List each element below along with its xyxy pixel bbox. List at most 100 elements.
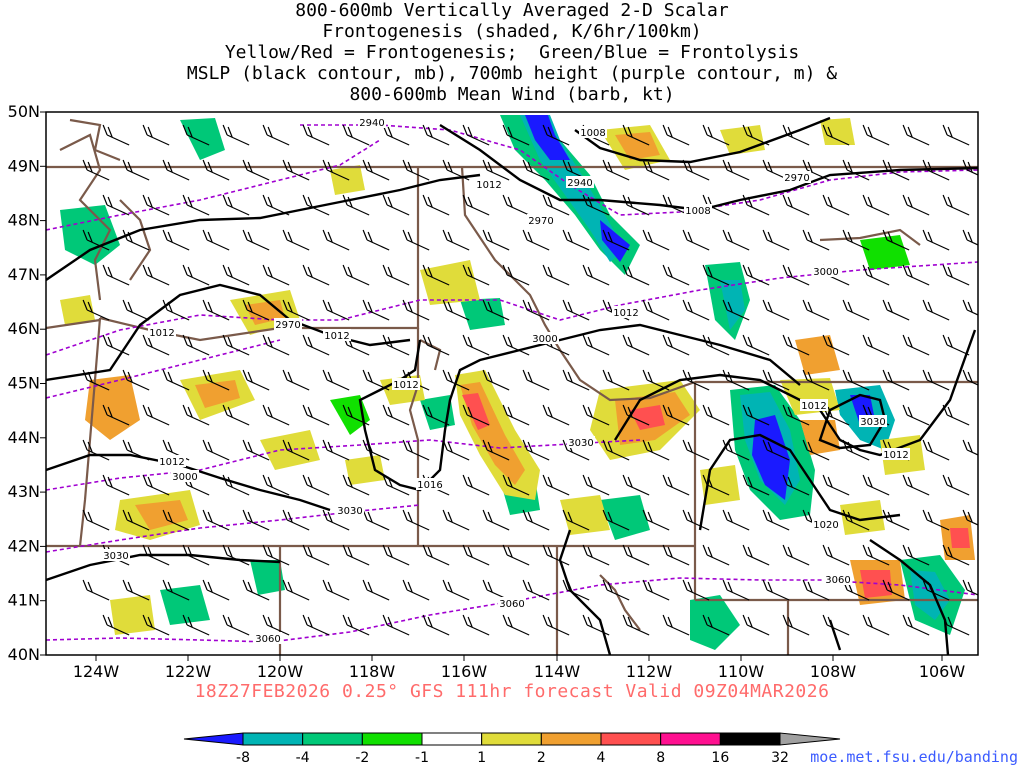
wind-barb bbox=[742, 544, 770, 566]
colorbar-label: -8 bbox=[236, 750, 250, 766]
wind-barb bbox=[342, 544, 370, 566]
wind-barb bbox=[522, 299, 550, 321]
wind-barb bbox=[162, 159, 190, 181]
wind-barb bbox=[822, 124, 850, 146]
lat-label: 43N bbox=[8, 482, 40, 501]
wind-barb bbox=[502, 474, 530, 496]
wind-barb bbox=[722, 369, 750, 391]
wind-barb bbox=[822, 194, 850, 216]
wind-barb bbox=[662, 474, 690, 496]
wind-barb bbox=[122, 299, 150, 321]
wind-barb bbox=[202, 229, 230, 251]
credit-link[interactable]: moe.met.fsu.edu/banding bbox=[810, 748, 1018, 766]
wind-barb bbox=[842, 229, 870, 251]
pressure-label: 1012 bbox=[613, 308, 638, 319]
wind-barb bbox=[922, 229, 950, 251]
wind-barb bbox=[422, 404, 450, 426]
wind-barb bbox=[222, 264, 250, 286]
lat-label: 44N bbox=[8, 428, 40, 447]
wind-barb bbox=[242, 579, 270, 601]
pressure-label: 1012 bbox=[476, 180, 501, 191]
wind-barb bbox=[322, 369, 350, 391]
wind-barb bbox=[542, 404, 570, 426]
wind-barb bbox=[242, 159, 270, 181]
wind-barb bbox=[882, 369, 910, 391]
wind-barb bbox=[202, 579, 230, 601]
wind-barb bbox=[702, 474, 730, 496]
colorbar-label: -1 bbox=[415, 750, 429, 766]
wind-barb bbox=[662, 404, 690, 426]
wind-barb bbox=[782, 404, 810, 426]
wind-barb bbox=[582, 614, 610, 636]
lat-label: 40N bbox=[8, 645, 40, 664]
wind-barb bbox=[442, 509, 470, 531]
lon-label: 108W bbox=[810, 662, 857, 681]
wind-barb bbox=[902, 544, 930, 566]
wind-barb bbox=[282, 509, 310, 531]
wind-barb bbox=[202, 439, 230, 461]
wind-barb bbox=[422, 334, 450, 356]
pressure-contours bbox=[46, 116, 978, 655]
wind-barb bbox=[782, 614, 810, 636]
height-label: 3060 bbox=[255, 634, 280, 645]
wind-barb bbox=[242, 299, 270, 321]
wind-barb bbox=[922, 439, 950, 461]
wind-barb bbox=[882, 579, 910, 601]
wind-barb bbox=[442, 369, 470, 391]
wind-barb bbox=[802, 439, 830, 461]
wind-barb bbox=[142, 614, 170, 636]
wind-barb bbox=[682, 299, 710, 321]
wind-barb bbox=[842, 159, 870, 181]
wind-barb bbox=[122, 439, 150, 461]
wind-barb bbox=[602, 509, 630, 531]
wind-barb bbox=[502, 124, 530, 146]
wind-barb bbox=[282, 369, 310, 391]
height-label: 3000 bbox=[532, 334, 557, 345]
colorbar-segment bbox=[421, 732, 483, 746]
height-label: 2940 bbox=[567, 178, 592, 189]
wind-barb bbox=[842, 439, 870, 461]
pressure-label: 1008 bbox=[580, 128, 605, 139]
wind-barb bbox=[862, 124, 890, 146]
wind-barb bbox=[182, 614, 210, 636]
wind-barb bbox=[282, 579, 310, 601]
wind-barb bbox=[983, 545, 1009, 565]
wind-barb bbox=[222, 614, 250, 636]
latitude-labels: 50N 49N 48N 47N 46N 45N 44N 43N 42N 41N 40N bbox=[8, 102, 40, 664]
wind-barb bbox=[142, 404, 170, 426]
wind-barb bbox=[662, 264, 690, 286]
pressure-label: 1020 bbox=[813, 520, 838, 531]
pressure-label: 1012 bbox=[393, 380, 418, 391]
wind-barb bbox=[462, 544, 490, 566]
wind-barb bbox=[82, 229, 110, 251]
wind-barb bbox=[482, 229, 510, 251]
height-label: 3030 bbox=[337, 506, 362, 517]
wind-barb bbox=[962, 299, 978, 316]
pressure-label: 1012 bbox=[324, 331, 349, 342]
wind-barb bbox=[942, 334, 970, 356]
wind-barb bbox=[102, 474, 130, 496]
wind-barb bbox=[302, 124, 330, 146]
wind-barb bbox=[902, 614, 930, 636]
pressure-label: 1008 bbox=[685, 206, 710, 217]
wind-barb bbox=[162, 369, 190, 391]
wind-barb bbox=[202, 159, 230, 181]
wind-barb bbox=[782, 264, 810, 286]
wind-barb bbox=[442, 579, 470, 601]
colorbar-segment bbox=[242, 732, 304, 746]
wind-barb bbox=[622, 264, 650, 286]
wind-barb bbox=[182, 194, 210, 216]
wind-barb bbox=[682, 229, 710, 251]
wind-barb bbox=[282, 299, 310, 321]
height-label: 3060 bbox=[825, 575, 850, 586]
axis-ticks bbox=[40, 111, 943, 661]
wind-barb bbox=[762, 299, 790, 321]
wind-barb bbox=[802, 299, 830, 321]
wind-barb bbox=[242, 369, 270, 391]
wind-barb bbox=[922, 369, 950, 391]
wind-barb bbox=[642, 299, 670, 321]
wind-barb bbox=[983, 195, 1009, 215]
wind-barb bbox=[242, 509, 270, 531]
wind-barb bbox=[882, 159, 910, 181]
wind-barb bbox=[382, 614, 410, 636]
